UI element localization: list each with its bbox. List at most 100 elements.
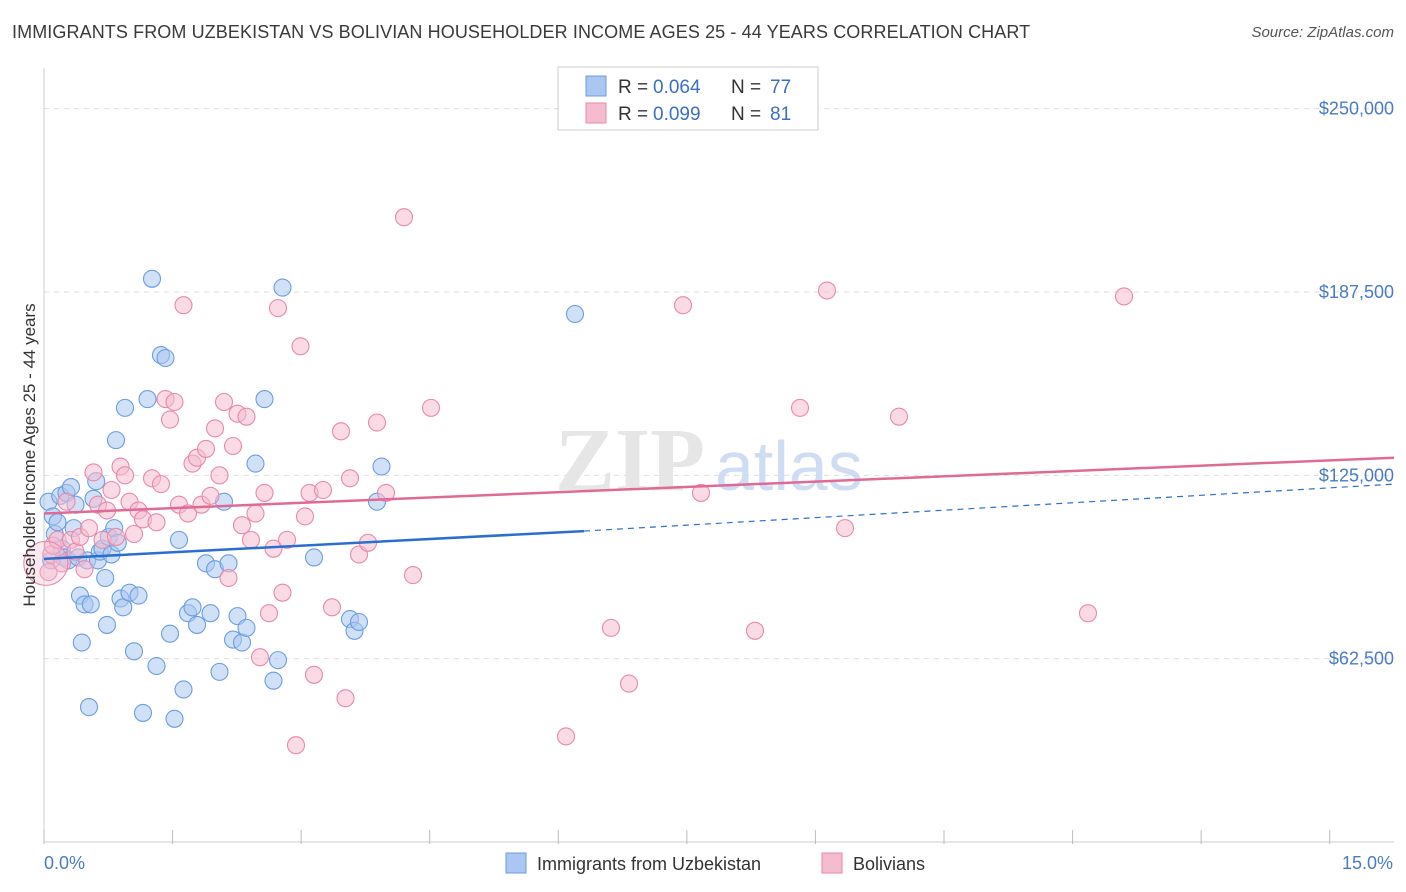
bottom-legend-label-blue: Immigrants from Uzbekistan (537, 854, 761, 874)
bolivian-point-18 (115, 466, 135, 485)
bolivian-point-81 (1078, 604, 1098, 623)
uzbekistan-point-46 (169, 530, 189, 549)
bolivian-point-61 (331, 422, 351, 441)
uzbekistan-trend-solid (43, 529, 585, 561)
bolivian-point-37 (205, 419, 225, 438)
uzbekistan-point-36 (124, 642, 144, 661)
uzbekistan-point-43 (156, 348, 175, 368)
legend-r-label-2: R = (618, 104, 648, 125)
bolivian-point-63 (340, 469, 360, 488)
bolivian-point-41 (223, 436, 243, 456)
bolivian-point-36 (201, 486, 220, 505)
bolivian-point-25 (151, 475, 171, 494)
bolivian-point-53 (277, 530, 297, 549)
legend-n-label-2: N = (731, 104, 761, 125)
bolivian-point-20 (124, 524, 144, 544)
bolivian-point-45 (241, 530, 261, 549)
legend-swatch-blue (585, 75, 607, 97)
uzbekistan-point-4 (48, 513, 67, 532)
uzbekistan-point-37 (129, 586, 148, 605)
y-tick-label-1: $125,000 (1319, 465, 1394, 485)
bolivian-point-54 (286, 736, 306, 755)
uzbekistan-point-69 (349, 612, 369, 632)
uzbekistan-point-30 (106, 431, 126, 450)
bolivian-point-72 (601, 618, 621, 637)
uzbekistan-point-72 (565, 304, 585, 324)
bolivian-point-67 (376, 483, 396, 502)
uzbekistan-trend-dashed (583, 483, 1395, 532)
source-label: Source: ZipAtlas.com (1251, 24, 1394, 41)
bolivian-point-46 (246, 504, 265, 523)
watermark-zip: ZIP (555, 411, 705, 510)
bottom-legend: Immigrants from Uzbekistan Bolivians (505, 852, 925, 874)
uzbekistan-point-41 (147, 656, 166, 676)
uzbekistan-point-15 (72, 633, 91, 652)
watermark-atlas: atlas (715, 427, 863, 505)
bolivian-point-27 (160, 410, 180, 429)
bolivian-point-28 (165, 392, 184, 412)
uzbekistan-point-49 (183, 598, 202, 617)
bolivian-point-35 (196, 439, 216, 458)
bolivian-point-38 (210, 466, 229, 485)
uzbekistan-point-44 (160, 624, 180, 643)
bolivian-point-43 (232, 516, 252, 535)
uzbekistan-point-47 (174, 680, 193, 699)
uzbekistan-point-38 (133, 703, 153, 722)
uzbekistan-point-61 (246, 454, 265, 473)
legend-n-label-1: N = (731, 77, 761, 98)
bolivian-point-55 (291, 337, 310, 356)
bolivian-point-31 (178, 504, 198, 523)
axes (43, 68, 1394, 844)
legend-r-label-1: R = (618, 77, 648, 98)
uzbekistan-point-62 (255, 390, 274, 409)
bolivian-point-66 (367, 413, 387, 432)
bolivian-point-16 (106, 527, 126, 546)
bolivian-point-79 (835, 519, 855, 538)
bolivian-point-59 (313, 480, 333, 500)
bolivian-point-74 (673, 296, 693, 315)
top-legend: R = 0.064 N = 77 R = 0.099 N = 81 (557, 66, 819, 131)
bolivian-point-73 (619, 674, 639, 693)
bolivian-point-10 (79, 519, 99, 538)
bolivian-point-48 (255, 483, 274, 502)
uzbekistan-point-71 (372, 457, 391, 476)
y-axis-title: Householder Income Ages 25 - 44 years (20, 303, 39, 606)
uzbekistan-point-60 (237, 618, 256, 637)
legend-n-value-2: 81 (770, 104, 791, 125)
bolivian-point-5 (57, 492, 76, 511)
uzbekistan-point-52 (201, 604, 220, 623)
series-bolivians-points (23, 208, 1134, 755)
bolivian-point-69 (403, 566, 423, 585)
uzbekistan-point-34 (115, 398, 135, 417)
uzbekistan-point-50 (187, 615, 207, 634)
chart-title: IMMIGRANTS FROM UZBEKISTAN VS BOLIVIAN H… (12, 22, 1031, 42)
legend-r-value-1: 0.064 (653, 77, 701, 98)
uzbekistan-point-65 (273, 278, 292, 297)
bolivian-point-82 (1114, 287, 1134, 306)
bolivian-point-49 (259, 604, 279, 623)
y-tick-label-0: $62,500 (1329, 649, 1394, 669)
bolivian-point-80 (889, 407, 909, 426)
bolivian-point-60 (322, 598, 342, 617)
bolivian-point-56 (295, 507, 315, 526)
bolivian-point-47 (250, 648, 270, 667)
legend-r-value-2: 0.099 (653, 104, 701, 125)
bolivian-point-78 (817, 281, 837, 300)
bolivian-point-9 (75, 560, 94, 579)
uzbekistan-point-66 (304, 548, 324, 567)
legend-swatch-pink (585, 102, 607, 124)
x-tick-label-max: 15.0% (1342, 853, 1393, 873)
bolivian-point-52 (273, 583, 292, 602)
uzbekistan-point-26 (97, 615, 117, 634)
bolivian-point-40 (219, 568, 238, 588)
bolivian-point-58 (304, 665, 324, 684)
bolivian-point-24 (147, 513, 166, 532)
y-tick-label-2: $187,500 (1319, 282, 1394, 302)
bolivian-point-75 (691, 483, 711, 502)
bolivian-point-51 (268, 299, 288, 318)
bottom-legend-label-pink: Bolivians (853, 854, 925, 874)
bolivian-trend-line (43, 456, 1395, 515)
bolivian-point-71 (556, 727, 576, 746)
bolivian-point-44 (237, 407, 256, 426)
y-tick-labels: $62,500 $125,000 $187,500 $250,000 (1319, 99, 1394, 669)
